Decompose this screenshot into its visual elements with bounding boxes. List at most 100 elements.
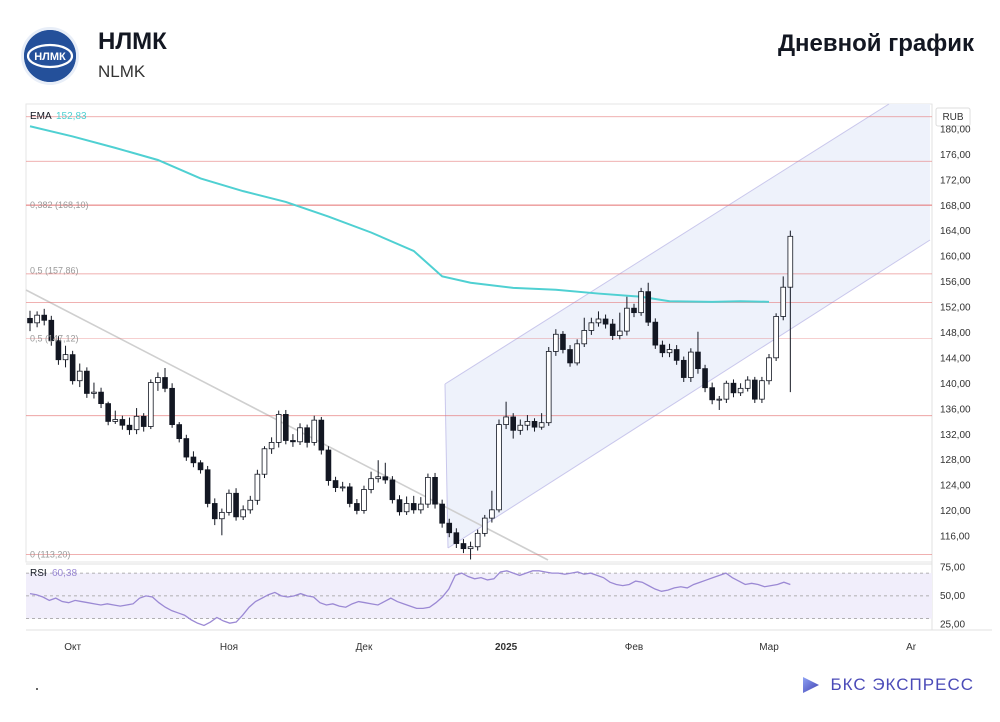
candle-body [638,291,644,314]
candle-body [261,448,268,475]
candle-body [34,314,40,324]
y-tick-label: 168,00 [940,201,971,212]
candle-body [510,416,516,431]
candle-body [609,323,616,336]
candle-body [780,286,787,317]
candle-body [517,424,524,431]
x-tick-label: Фев [625,642,643,653]
candle-body [744,379,751,389]
candle-body [346,486,353,504]
candle-body [297,427,303,443]
candle-body [339,486,346,489]
candle-body [311,419,318,443]
y-tick-label: 160,00 [940,252,971,263]
nlmk-logo: НЛМК [24,30,76,82]
y-tick-label: 124,00 [940,481,971,492]
candle-body [560,333,566,350]
candle-body [652,321,659,346]
candle-body [538,422,545,428]
candle-body [460,543,467,550]
candle-body [275,414,282,443]
candle-body [41,314,48,321]
candle-body [695,351,701,370]
candle-body [325,449,332,481]
candle-body [98,391,104,405]
x-tick-label: Мар [759,642,779,653]
price-channel-fill [445,104,930,548]
candle-body [268,442,275,450]
candle-body [709,387,715,401]
candle-body [62,354,69,361]
candle-body [361,489,367,511]
candle-body [105,403,111,422]
fib-label: 0,5 (147,12) [30,334,79,344]
candle-body [133,415,140,431]
candle-body [581,330,588,345]
candle-body [553,333,559,352]
y-tick-label: 156,00 [940,277,971,288]
rsi-tick-label: 25,00 [940,619,965,630]
candle-body [190,456,197,464]
candle-body [332,480,339,488]
y-tick-label: 180,00 [940,124,971,135]
x-tick-label: Ar [906,642,917,653]
candle-body [183,438,190,458]
candle-body [84,370,90,394]
candle-body [503,416,509,426]
candle-body [730,382,737,394]
fib-label: 0,5 (157,86) [30,265,79,275]
candle-body [410,503,417,511]
candle-body [531,421,538,428]
y-tick-label: 136,00 [940,404,971,415]
candle-body [759,380,765,400]
candle-body [126,424,133,431]
y-tick-label: 148,00 [940,328,971,339]
candle-body [439,503,445,524]
candle-body [474,532,481,548]
y-tick-label: 172,00 [940,175,971,186]
candle-body [631,307,637,314]
candle-body [766,357,772,382]
candle-body [425,476,431,505]
candle-body [254,473,261,501]
x-tick-label: Дек [356,642,373,653]
ema-legend-label: EMA [30,111,52,122]
y-tick-label: 120,00 [940,506,971,517]
candle-body [91,391,97,394]
candle-body [55,340,62,361]
candle-body [211,503,218,520]
candle-body [69,354,76,382]
candle-body [176,424,183,439]
y-tick-label: 116,00 [940,532,970,543]
ticker-subtitle: NLMK [98,62,146,81]
candle-body [418,503,424,511]
candle-body [197,462,204,471]
rsi-legend-label: RSI [30,568,47,579]
candle-body [354,503,360,511]
candle-body [489,509,495,519]
fib-label: 0 (113,20) [30,549,70,559]
candle-body [396,499,403,513]
rsi-tick-label: 50,00 [940,591,965,602]
brand-name: БКС ЭКСПРЕСС [830,675,974,694]
candle-body [233,492,239,518]
candle-body [247,499,254,511]
candle-body [688,351,694,378]
candle-body [737,387,744,394]
channel-left-edge [444,383,449,549]
candle-body [162,377,168,389]
candle-body [446,522,453,534]
candle-body [574,343,580,364]
candle-body [140,415,147,427]
candle-body [716,398,723,401]
candle-body [666,349,673,354]
candle-body [382,476,389,481]
bks-logo-icon [803,677,820,693]
candle-body [304,427,310,443]
candle-body [496,424,502,511]
timeframe-label: Дневной график [777,30,974,57]
candle-body [112,419,119,422]
candle-body [602,318,609,325]
candle-body [155,377,161,384]
